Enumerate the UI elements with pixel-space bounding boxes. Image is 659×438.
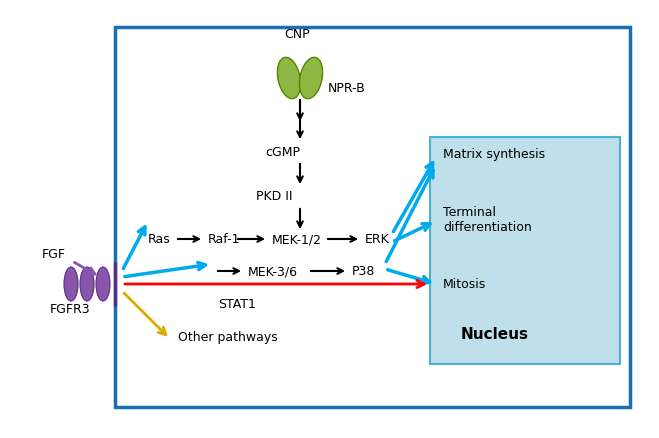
Text: Terminal
differentiation: Terminal differentiation bbox=[443, 205, 532, 233]
Text: Matrix synthesis: Matrix synthesis bbox=[443, 148, 545, 161]
Text: Other pathways: Other pathways bbox=[178, 331, 277, 344]
Ellipse shape bbox=[299, 58, 323, 99]
Text: MEK-3/6: MEK-3/6 bbox=[248, 265, 298, 278]
Bar bbox=[115, 28, 630, 407]
Text: P38: P38 bbox=[352, 265, 376, 278]
Text: Nucleus: Nucleus bbox=[461, 327, 529, 342]
Text: FGF: FGF bbox=[42, 248, 66, 261]
Text: NPR-B: NPR-B bbox=[328, 81, 366, 94]
Ellipse shape bbox=[277, 58, 301, 99]
Ellipse shape bbox=[80, 267, 94, 301]
Text: MEK-1/2: MEK-1/2 bbox=[272, 233, 322, 246]
Ellipse shape bbox=[64, 267, 78, 301]
Text: STAT1: STAT1 bbox=[218, 298, 256, 311]
Text: Raf-1: Raf-1 bbox=[208, 233, 241, 246]
Text: cGMP: cGMP bbox=[265, 146, 300, 159]
Text: Ras: Ras bbox=[148, 233, 171, 246]
Text: Mitosis: Mitosis bbox=[443, 278, 486, 291]
Text: CNP: CNP bbox=[284, 28, 310, 41]
Text: PKD II: PKD II bbox=[256, 190, 293, 203]
Text: FGFR3: FGFR3 bbox=[50, 303, 91, 316]
Bar bbox=[430, 138, 620, 364]
Text: ERK: ERK bbox=[365, 233, 389, 246]
Ellipse shape bbox=[96, 267, 110, 301]
